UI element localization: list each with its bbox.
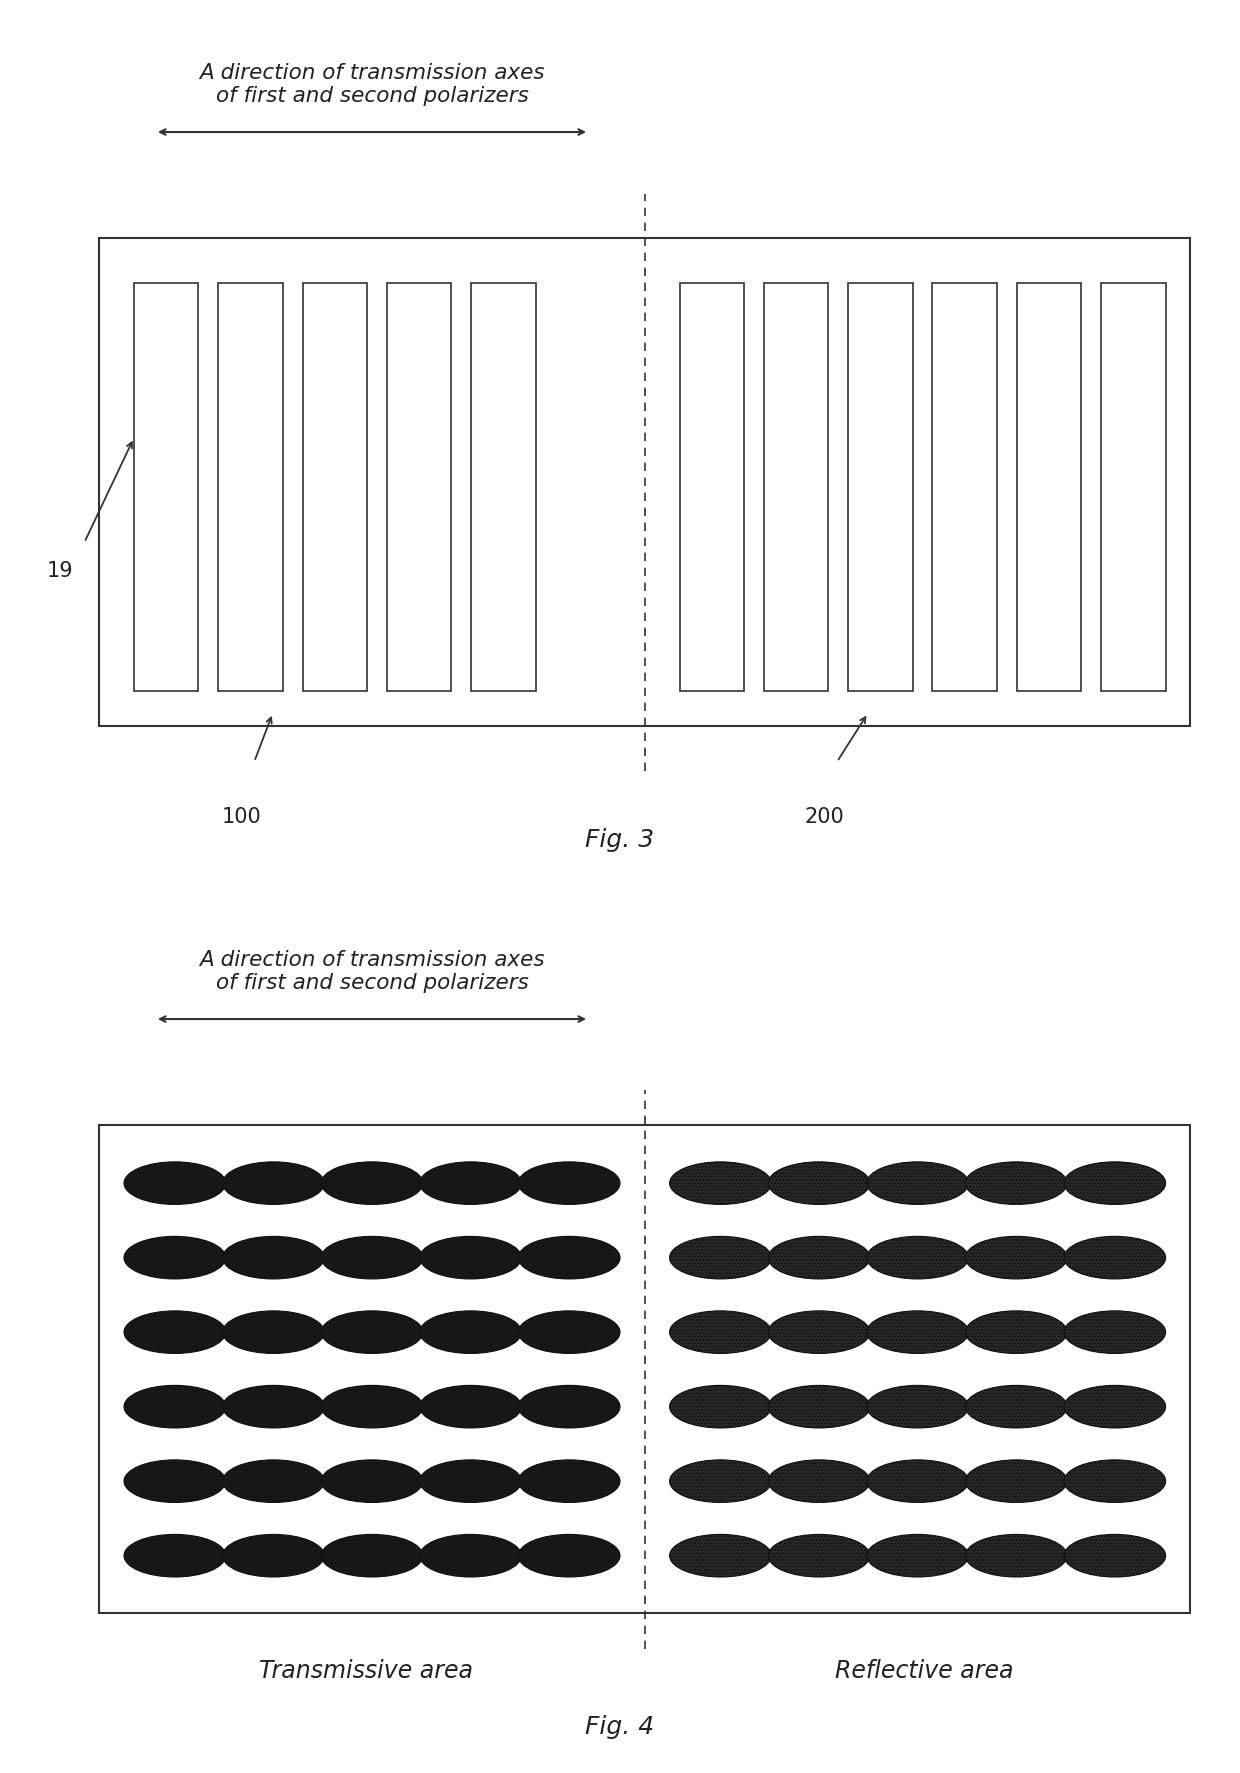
Ellipse shape — [965, 1535, 1066, 1578]
Ellipse shape — [867, 1535, 968, 1578]
Ellipse shape — [518, 1312, 620, 1355]
Ellipse shape — [965, 1238, 1066, 1280]
Ellipse shape — [769, 1163, 870, 1206]
Bar — [99, 239, 1190, 727]
Ellipse shape — [867, 1461, 968, 1504]
Ellipse shape — [769, 1386, 870, 1429]
Ellipse shape — [1064, 1312, 1166, 1355]
Bar — [848, 284, 913, 691]
Ellipse shape — [321, 1461, 423, 1504]
Bar — [764, 284, 828, 691]
Ellipse shape — [670, 1535, 771, 1578]
Text: Transmissive area: Transmissive area — [259, 1658, 472, 1683]
Text: 19: 19 — [46, 560, 73, 582]
Ellipse shape — [867, 1238, 968, 1280]
Ellipse shape — [223, 1461, 325, 1504]
Bar — [99, 1126, 1190, 1613]
Ellipse shape — [670, 1163, 771, 1206]
Ellipse shape — [223, 1163, 325, 1206]
Ellipse shape — [321, 1163, 423, 1206]
Ellipse shape — [419, 1461, 521, 1504]
Ellipse shape — [419, 1312, 521, 1355]
Ellipse shape — [223, 1386, 325, 1429]
Bar — [303, 284, 367, 691]
Ellipse shape — [769, 1461, 870, 1504]
Text: Reflective area: Reflective area — [835, 1658, 1013, 1683]
Ellipse shape — [769, 1238, 870, 1280]
Bar — [134, 284, 198, 691]
Ellipse shape — [1064, 1386, 1166, 1429]
Ellipse shape — [769, 1535, 870, 1578]
Ellipse shape — [321, 1312, 423, 1355]
Ellipse shape — [670, 1386, 771, 1429]
Ellipse shape — [965, 1386, 1066, 1429]
Ellipse shape — [518, 1461, 620, 1504]
Ellipse shape — [223, 1312, 325, 1355]
Ellipse shape — [419, 1535, 521, 1578]
Ellipse shape — [670, 1238, 771, 1280]
Ellipse shape — [124, 1312, 226, 1355]
Bar — [680, 284, 744, 691]
Bar — [1017, 284, 1081, 691]
Text: A direction of transmission axes
of first and second polarizers: A direction of transmission axes of firs… — [200, 64, 544, 106]
Ellipse shape — [867, 1163, 968, 1206]
Ellipse shape — [321, 1238, 423, 1280]
Text: A direction of transmission axes
of first and second polarizers: A direction of transmission axes of firs… — [200, 950, 544, 993]
Ellipse shape — [518, 1535, 620, 1578]
Ellipse shape — [769, 1312, 870, 1355]
Ellipse shape — [124, 1163, 226, 1206]
Bar — [932, 284, 997, 691]
Ellipse shape — [223, 1238, 325, 1280]
Ellipse shape — [124, 1386, 226, 1429]
Ellipse shape — [419, 1386, 521, 1429]
Bar — [471, 284, 536, 691]
Ellipse shape — [670, 1312, 771, 1355]
Ellipse shape — [124, 1238, 226, 1280]
Text: 200: 200 — [805, 807, 844, 826]
Ellipse shape — [419, 1238, 521, 1280]
Ellipse shape — [965, 1163, 1066, 1206]
Ellipse shape — [965, 1461, 1066, 1504]
Ellipse shape — [518, 1238, 620, 1280]
Ellipse shape — [670, 1461, 771, 1504]
Ellipse shape — [1064, 1535, 1166, 1578]
Ellipse shape — [518, 1163, 620, 1206]
Ellipse shape — [1064, 1238, 1166, 1280]
Ellipse shape — [518, 1386, 620, 1429]
Text: 100: 100 — [222, 807, 262, 826]
Text: Fig. 3: Fig. 3 — [585, 826, 655, 851]
Ellipse shape — [124, 1461, 226, 1504]
Ellipse shape — [321, 1535, 423, 1578]
Ellipse shape — [223, 1535, 325, 1578]
Ellipse shape — [419, 1163, 521, 1206]
Ellipse shape — [867, 1386, 968, 1429]
Text: Fig. 4: Fig. 4 — [585, 1713, 655, 1738]
Bar — [1101, 284, 1166, 691]
Ellipse shape — [965, 1312, 1066, 1355]
Bar — [387, 284, 451, 691]
Ellipse shape — [867, 1312, 968, 1355]
Ellipse shape — [1064, 1163, 1166, 1206]
Ellipse shape — [1064, 1461, 1166, 1504]
Bar — [218, 284, 283, 691]
Ellipse shape — [321, 1386, 423, 1429]
Ellipse shape — [124, 1535, 226, 1578]
